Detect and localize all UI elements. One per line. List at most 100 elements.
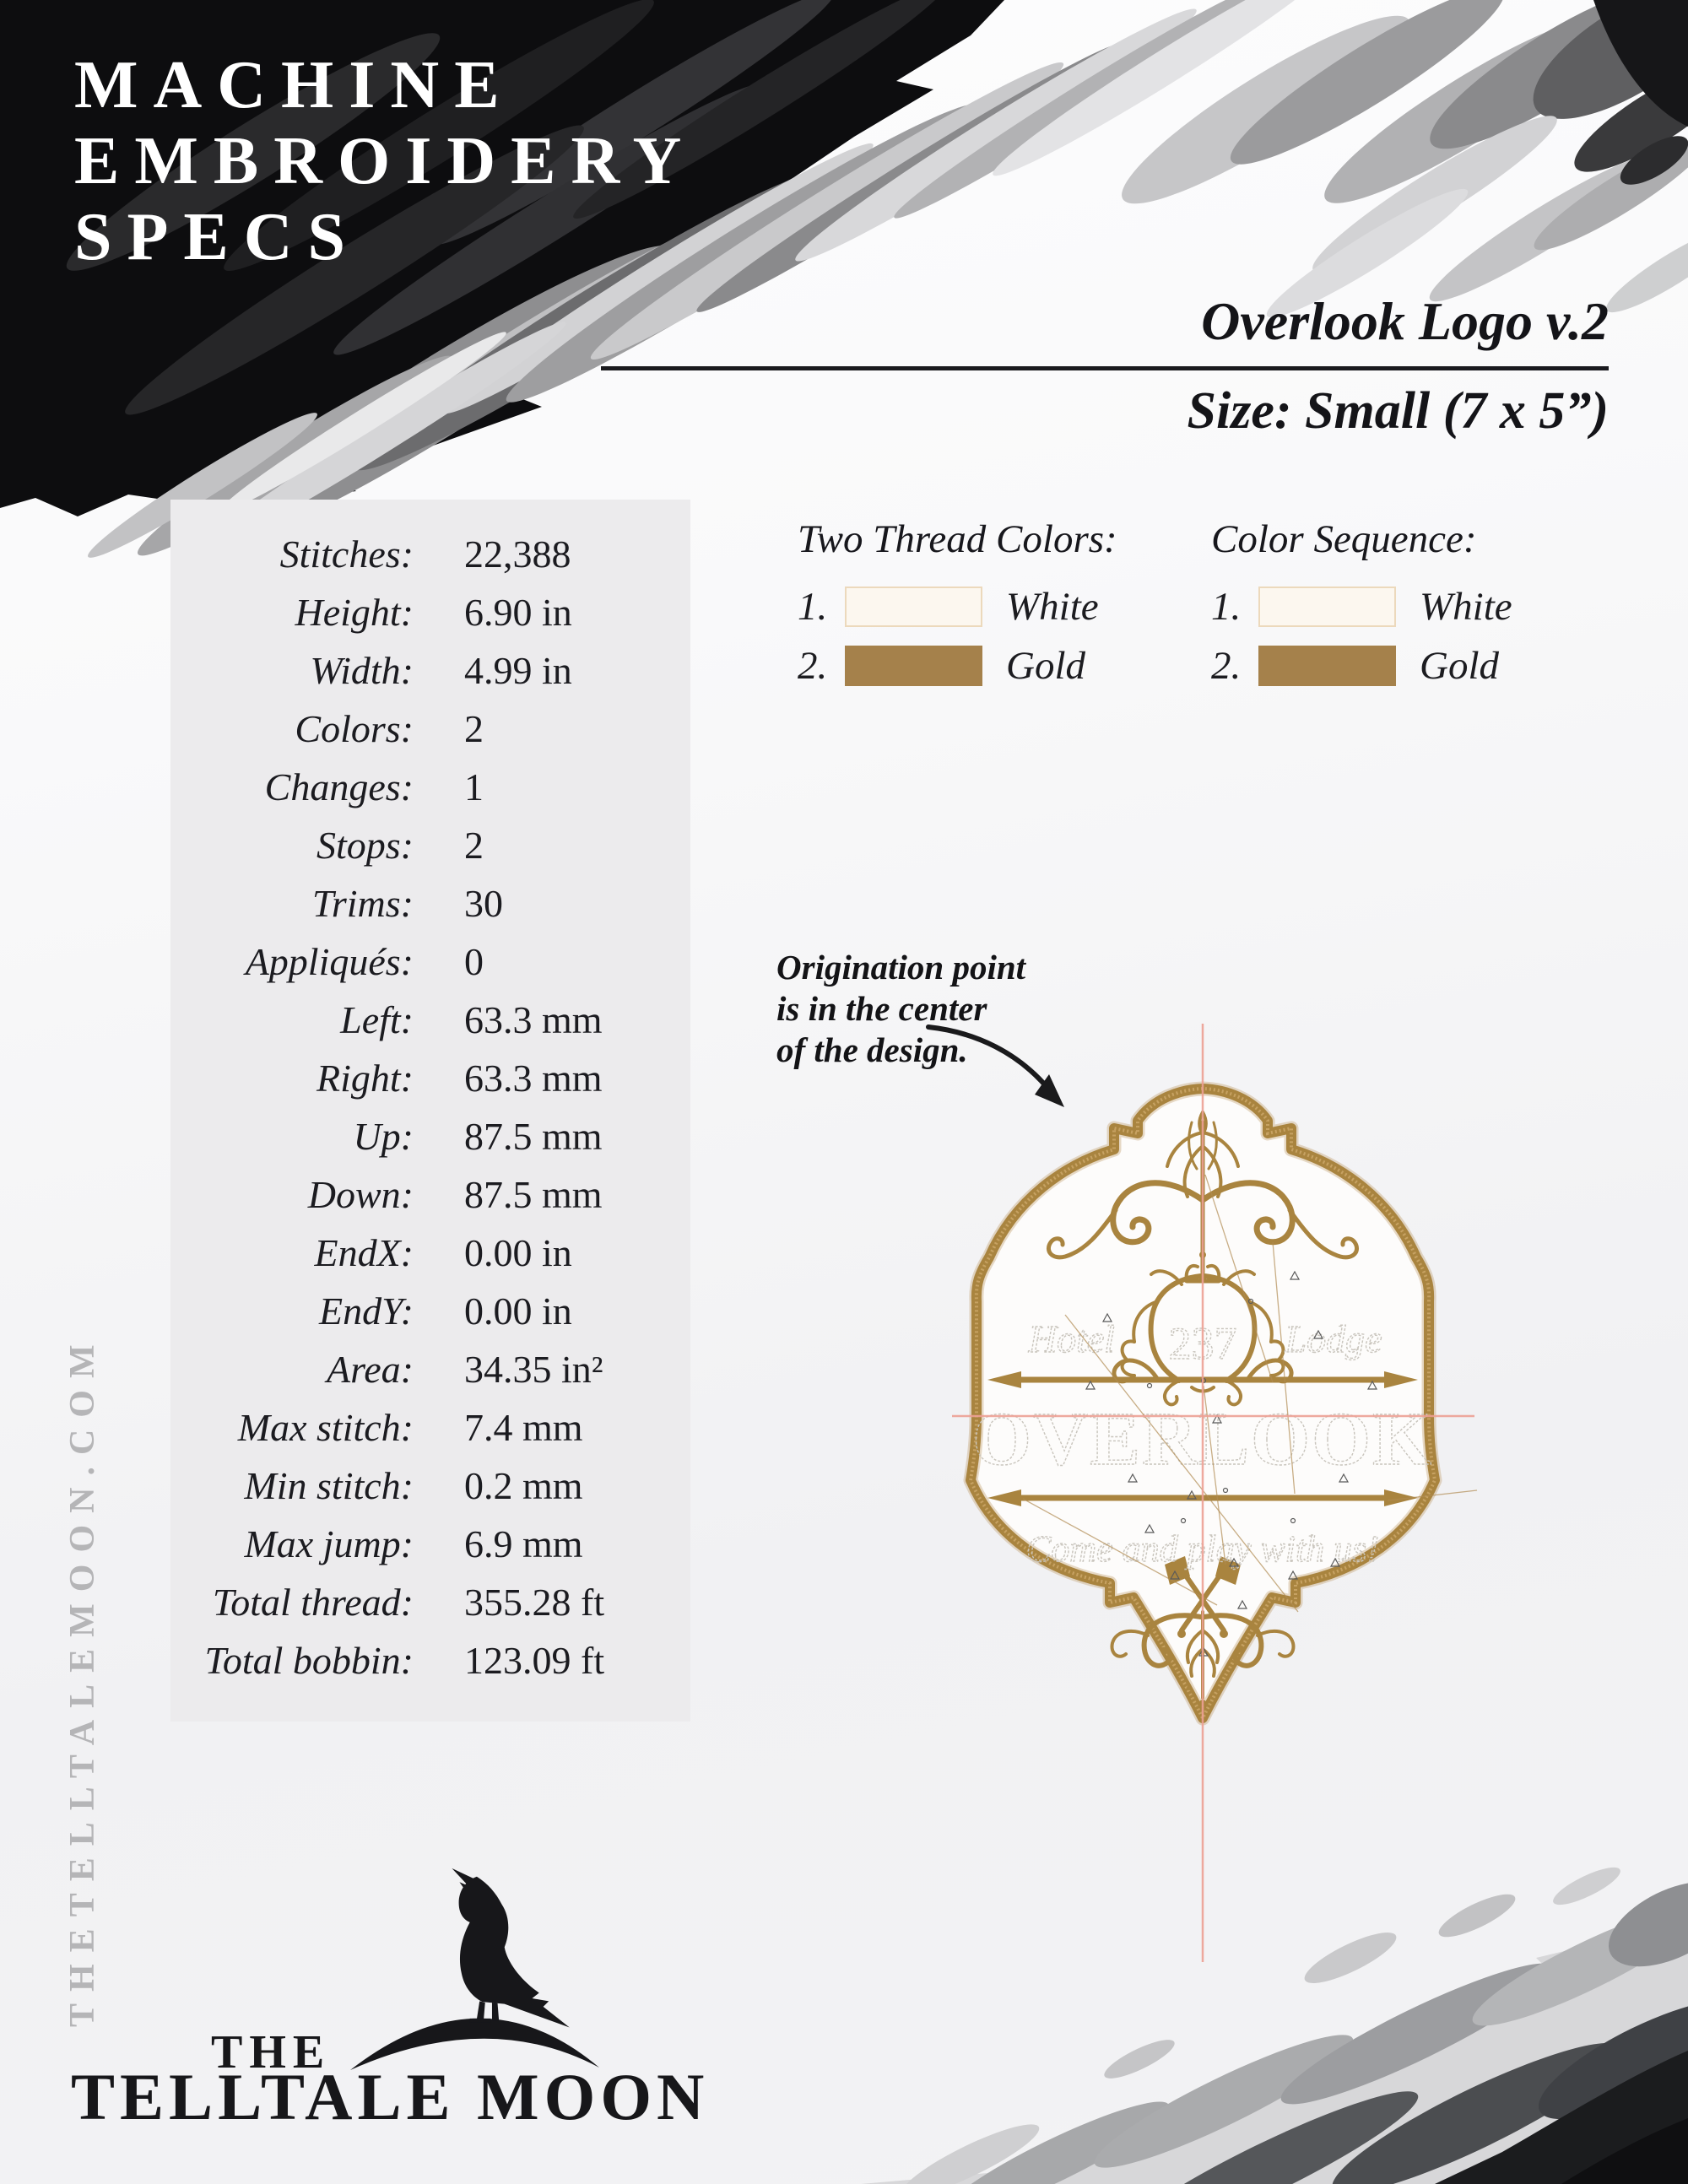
spec-row-stitches: Stitches: 22,388 — [170, 525, 690, 583]
footer-brush-black-deep — [1561, 2118, 1688, 2184]
spec-row-width: Width: 4.99 in — [170, 641, 690, 700]
spec-value: 7.4 mm — [464, 1406, 583, 1449]
spec-value: 123.09 ft — [464, 1639, 605, 1682]
footer-brush-streaks — [901, 1867, 1688, 2184]
spec-label: Height: — [295, 591, 414, 634]
spec-label: Left: — [340, 998, 414, 1041]
sequence-row-gold: 2. Gold — [1211, 644, 1608, 688]
spec-row-right: Right: 63.3 mm — [170, 1049, 690, 1107]
sequence-label: White — [1420, 585, 1512, 629]
spec-label: Changes: — [264, 765, 414, 808]
spec-label: Colors: — [295, 707, 414, 750]
brand-word-the: THE — [211, 2026, 332, 2079]
thread-color-row-white: 1. White — [798, 585, 1194, 629]
spec-label: EndX: — [314, 1231, 414, 1274]
spec-label: Appliqués: — [245, 940, 414, 983]
spec-value: 4.99 in — [464, 649, 572, 692]
spec-value: 30 — [464, 882, 503, 925]
telltale-moon-logo — [350, 1868, 599, 2070]
spec-row-max-stitch: Max stitch: 7.4 mm — [170, 1398, 690, 1457]
sequence-label: Gold — [1420, 644, 1499, 688]
spec-label: Area: — [326, 1348, 414, 1391]
sequence-row-white: 1. White — [1211, 585, 1608, 629]
spec-label: Min stitch: — [244, 1464, 414, 1507]
spec-value: 22,388 — [464, 532, 571, 576]
spec-value: 63.3 mm — [464, 1057, 603, 1100]
color-sequence-group: Color Sequence: 1. White 2. Gold — [1211, 516, 1608, 688]
spec-value: 63.3 mm — [464, 998, 603, 1041]
page-title: MACHINE EMBROIDERY SPECS — [74, 48, 697, 274]
spec-label: Down: — [307, 1173, 414, 1216]
spec-label: Up: — [353, 1115, 414, 1158]
spec-row-trims: Trims: 30 — [170, 874, 690, 933]
spec-label: Total bobbin: — [204, 1639, 414, 1682]
stitch-markers — [1085, 1270, 1378, 1657]
crescent-moon-icon — [350, 2018, 599, 2070]
badge-frame-thread-sheen — [968, 1086, 1437, 1722]
spec-row-stops: Stops: 2 — [170, 816, 690, 874]
spec-row-up: Up: 87.5 mm — [170, 1107, 690, 1165]
spec-row-min-stitch: Min stitch: 0.2 mm — [170, 1457, 690, 1515]
brand-word-telltale-moon: TELLTALE MOON — [71, 2060, 710, 2133]
lodge-outline-text: Lodge — [1285, 1317, 1382, 1360]
spec-row-endx: EndX: 0.00 in — [170, 1224, 690, 1282]
spec-row-height: Height: 6.90 in — [170, 583, 690, 641]
color-sequence-title: Color Sequence: — [1211, 517, 1477, 561]
two-thread-colors-title: Two Thread Colors: — [798, 517, 1117, 561]
spec-value: 2 — [464, 824, 484, 867]
spec-row-total-thread: Total thread: 355.28 ft — [170, 1573, 690, 1631]
spec-label: Max stitch: — [237, 1406, 414, 1449]
spec-row-down: Down: 87.5 mm — [170, 1165, 690, 1224]
spec-value: 0.00 in — [464, 1289, 572, 1333]
spec-label: EndY: — [318, 1289, 414, 1333]
spec-label: Stitches: — [279, 532, 414, 576]
sequence-number: 2. — [1211, 644, 1242, 688]
white-thread-swatch — [1258, 587, 1396, 627]
spec-value: 34.35 in² — [464, 1348, 603, 1391]
thread-color-row-gold: 2. Gold — [798, 644, 1194, 688]
brush-top-right-cluster — [1122, 0, 1688, 318]
spec-row-total-bobbin: Total bobbin: 123.09 ft — [170, 1631, 690, 1689]
gold-thread-swatch — [845, 646, 982, 686]
brush-inner-streaks — [66, 0, 946, 415]
design-name-title: Overlook Logo v.2 — [1201, 291, 1609, 351]
spec-label: Trims: — [311, 882, 414, 925]
spec-row-changes: Changes: 1 — [170, 758, 690, 816]
spec-row-appliques: Appliqués: 0 — [170, 933, 690, 991]
spec-label: Max jump: — [244, 1522, 414, 1565]
spec-value: 0 — [464, 940, 484, 983]
white-thread-swatch — [845, 587, 982, 627]
gold-thread-swatch — [1258, 646, 1396, 686]
spec-label: Stops: — [316, 824, 414, 867]
spec-value: 2 — [464, 707, 484, 750]
spec-row-max-jump: Max jump: 6.9 mm — [170, 1515, 690, 1573]
website-vertical-text: THETELLTALEMOON.COM — [63, 1333, 102, 2027]
spec-value: 1 — [464, 765, 484, 808]
thread-color-number: 2. — [798, 644, 828, 688]
origination-annotation: Origination point is in the center of th… — [776, 948, 1026, 1069]
thread-color-label: Gold — [1006, 644, 1085, 688]
embroidery-design-preview: Hotel 237 Lodge OVERLOOK Come and play w… — [952, 1024, 1478, 1962]
brush-stroke-header-art — [0, 0, 1688, 558]
annotation-arrow-icon — [926, 1024, 1064, 1107]
spec-row-left: Left: 63.3 mm — [170, 991, 690, 1049]
spec-label: Total thread: — [212, 1581, 414, 1624]
spec-label: Right: — [316, 1057, 414, 1100]
thread-color-number: 1. — [798, 585, 828, 629]
sequence-number: 1. — [1211, 585, 1242, 629]
spec-row-area: Area: 34.35 in² — [170, 1340, 690, 1398]
spec-value: 355.28 ft — [464, 1581, 605, 1624]
machine-specs-panel: Stitches: 22,388 Height: 6.90 in Width: 4.9… — [170, 500, 690, 1722]
spec-row-endy: EndY: 0.00 in — [170, 1282, 690, 1340]
hotel-outline-text: Hotel — [1028, 1317, 1115, 1360]
spec-label: Width: — [310, 649, 414, 692]
design-size-subtitle: Size: Small (7 x 5”) — [1187, 382, 1609, 440]
spec-value: 87.5 mm — [464, 1173, 603, 1216]
two-thread-colors-group: Two Thread Colors: 1. White 2. Gold — [798, 516, 1194, 688]
title-divider-rule — [601, 366, 1609, 370]
brush-stroke-footer-art — [861, 1867, 1688, 2184]
spec-value: 6.90 in — [464, 591, 572, 634]
spec-row-colors: Colors: 2 — [170, 700, 690, 758]
spec-value: 0.00 in — [464, 1231, 572, 1274]
